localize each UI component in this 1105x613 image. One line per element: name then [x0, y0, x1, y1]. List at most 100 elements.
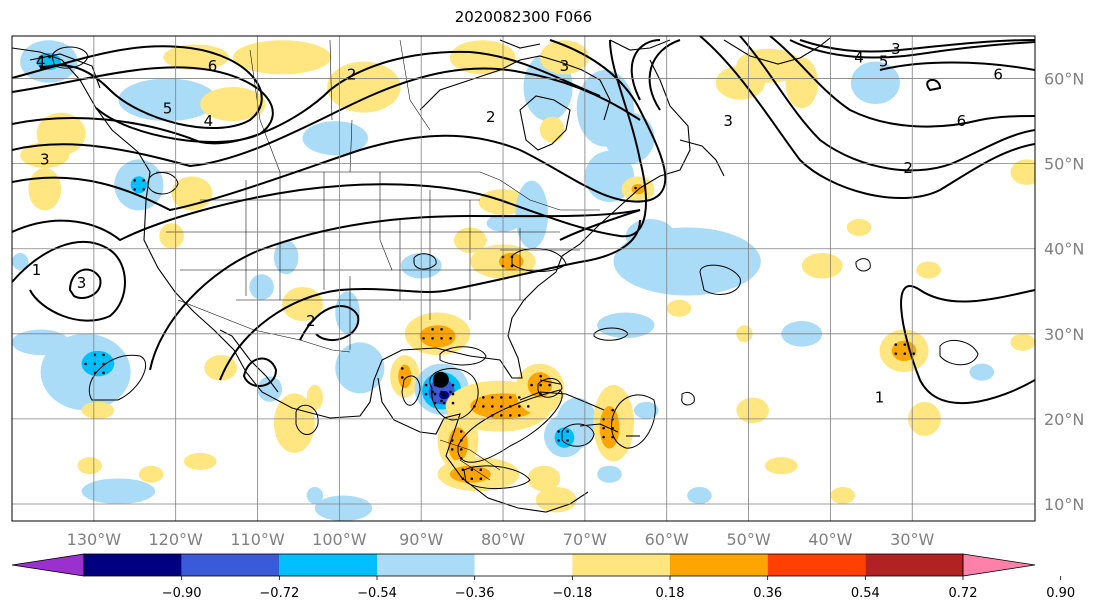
contour-label: 3: [40, 150, 50, 168]
stipple-dot: [510, 264, 514, 268]
map-title: 2020082300 F066: [454, 8, 593, 26]
anomaly-patch: [1010, 333, 1035, 351]
longitude-tick-label: 60°W: [645, 530, 689, 549]
map-frame: [11, 35, 1036, 522]
latitude-tick-label: 30°N: [1044, 325, 1084, 344]
colorbar-tick-label: 0.18: [656, 586, 685, 601]
colorbar-extend-high: [962, 553, 1036, 577]
stipple-dot: [602, 426, 605, 430]
stipple-dot: [479, 468, 483, 471]
stipple-dot: [500, 414, 503, 417]
anomaly-patch: [625, 218, 675, 253]
stipple-dot: [459, 430, 463, 433]
height-contours: [12, 36, 1035, 404]
stipple-dot: [142, 188, 145, 191]
colorbar-tick-label: −0.90: [162, 586, 202, 601]
contour-label: 1: [875, 389, 885, 407]
anomaly-patch: [20, 142, 70, 168]
anomaly-patch: [527, 465, 561, 492]
anomaly-patch: [785, 57, 819, 109]
stipple-dot: [602, 435, 605, 439]
anomaly-patch: [535, 486, 577, 513]
stipple-dot: [440, 390, 443, 394]
anomaly-patch: [715, 65, 765, 100]
longitude-tick-label: 40°W: [808, 530, 852, 549]
stipple-dot: [424, 392, 428, 396]
latitude-tick-label: 10°N: [1044, 495, 1084, 514]
anomaly-patch: [81, 478, 156, 504]
contour-label: 1: [32, 261, 42, 279]
anomaly-patch: [200, 87, 266, 122]
anomaly-patch: [138, 465, 164, 483]
anomaly-patch: [327, 61, 401, 113]
stipple-dot: [518, 396, 521, 399]
contour-label: 2: [306, 312, 316, 330]
anomaly-patch: [850, 61, 900, 105]
contour-label: 6: [957, 112, 967, 130]
stipple-dot: [440, 336, 443, 340]
anomaly-patch: [453, 227, 487, 253]
colorbar-segment: [84, 554, 182, 576]
contour-label: 2: [903, 159, 913, 177]
contour-label: 3: [723, 112, 733, 130]
anomaly-patch: [597, 312, 655, 339]
colorbar-labels: −0.90 −0.72 −0.54 −0.36 −0.18 0.18 0.36 0.54 0.7…: [162, 576, 1075, 601]
colorbar-tick-label: −0.72: [259, 586, 299, 601]
anomaly-patch: [163, 44, 229, 71]
stipple-dot: [431, 336, 434, 340]
stipple-dot: [539, 383, 542, 387]
anomaly-patch: [891, 340, 917, 362]
anomaly-patch: [249, 274, 274, 300]
anomaly-patch: [830, 486, 855, 504]
stipple-dot: [424, 383, 428, 387]
contour-label: 6: [208, 57, 218, 75]
anomaly-patch: [28, 167, 62, 211]
stipple-dot: [539, 374, 542, 378]
stipple-dot: [400, 367, 404, 370]
longitude-tick-label: 100°W: [312, 530, 367, 549]
stipple-dot: [470, 477, 474, 480]
longitude-labels: 130°W 120°W 110°W 100°W 90°W 80°W 70°W 60°W 50°W…: [67, 530, 935, 549]
anomaly-patch: [1010, 159, 1035, 185]
anomaly-patch: [335, 291, 360, 334]
anomaly-patch: [273, 393, 315, 453]
anomaly-patch: [306, 486, 323, 504]
storm-center-marker: [432, 371, 449, 388]
stipple-dot: [440, 327, 443, 331]
stipple-dot: [440, 399, 443, 403]
anomaly-patch: [81, 401, 115, 419]
stipple-dot: [449, 390, 452, 394]
stipple-dot: [441, 393, 445, 397]
stipple-dot: [557, 439, 560, 442]
stipple-dot: [450, 448, 454, 451]
anomaly-patch: [764, 457, 798, 475]
anomaly-patch: [916, 261, 941, 279]
stipple-dot: [479, 477, 483, 480]
latitude-tick-label: 20°N: [1044, 410, 1084, 429]
anomaly-patch: [666, 299, 692, 317]
anomaly-patch: [335, 342, 385, 394]
stipple-dot: [133, 188, 136, 191]
anomaly-patch: [969, 363, 995, 381]
anomaly-patch: [232, 40, 332, 75]
stipple-dot: [903, 343, 907, 346]
anomaly-patch: [539, 116, 565, 143]
stipple-dot: [912, 352, 916, 355]
longitude-tick-label: 90°W: [399, 530, 443, 549]
stipple-dot: [459, 448, 463, 451]
anomaly-patch: [449, 465, 491, 483]
stipple-dot: [557, 430, 560, 433]
stipple-dot: [461, 468, 465, 471]
stipple-dot: [500, 396, 503, 399]
contour-label: 5: [879, 53, 889, 71]
colorbar-frame: [83, 553, 964, 577]
stipple-dot: [530, 383, 533, 387]
stipple-dot: [509, 396, 512, 399]
contour-label: 6: [993, 65, 1003, 83]
colorbar: [11, 553, 1036, 577]
anomaly-patch: [554, 427, 575, 448]
anomaly-patch: [539, 40, 589, 75]
anomaly-patch: [306, 384, 323, 411]
colorbar-segment: [181, 554, 280, 576]
